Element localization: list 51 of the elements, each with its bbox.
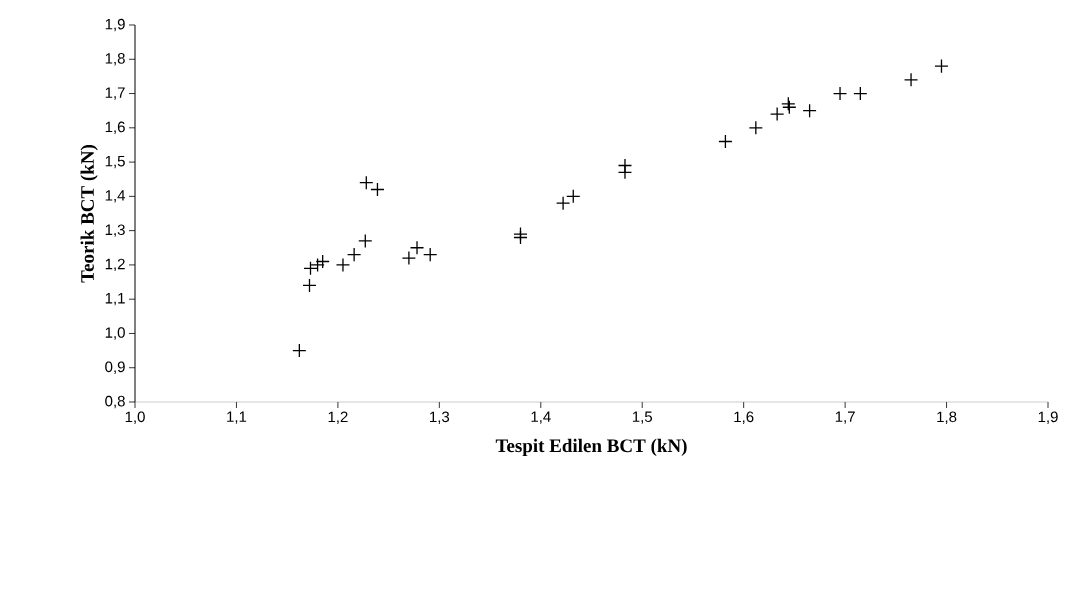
point: [718, 134, 733, 149]
point: [617, 158, 633, 173]
y-tick-label: 1,0: [105, 327, 125, 340]
point: [748, 120, 763, 135]
point: [566, 189, 581, 204]
point: [303, 261, 318, 276]
point: [782, 100, 797, 115]
x-tick-label: 1,3: [430, 411, 450, 424]
point: [423, 247, 438, 262]
y-tick-label: 1,8: [105, 53, 125, 66]
y-tick-label: 1,1: [105, 293, 125, 306]
y-tick-label: 1,2: [105, 258, 125, 272]
point: [359, 175, 374, 190]
point: [853, 86, 868, 101]
x-tick-label: 1,9: [1038, 411, 1058, 424]
point: [802, 103, 817, 118]
point: [310, 257, 325, 273]
point: [832, 86, 848, 101]
point: [903, 72, 919, 87]
point: [335, 257, 351, 273]
point: [555, 196, 571, 211]
y-axis-title: Teorik BCT (kN): [80, 145, 98, 283]
point: [781, 96, 796, 111]
x-tick-label: 1,5: [632, 411, 653, 424]
x-tick-label: 1,1: [227, 411, 247, 424]
x-tick-label: 1,6: [734, 411, 754, 424]
point: [315, 254, 330, 269]
y-tick-label: 1,7: [105, 87, 125, 100]
point: [409, 240, 425, 255]
y-tick-label: 1,9: [105, 18, 125, 32]
x-tick-label: 1,2: [328, 411, 348, 424]
x-tick-label: 1,7: [835, 411, 855, 424]
point: [302, 278, 317, 293]
y-tick-label: 0,9: [105, 361, 125, 374]
y-tick-label: 0,8: [105, 395, 125, 409]
point: [370, 182, 385, 197]
y-tick-label: 1,5: [105, 155, 125, 169]
x-tick-label: 1,8: [937, 411, 957, 424]
point: [770, 106, 785, 122]
point: [346, 247, 362, 262]
x-tick-label: 1,4: [531, 411, 551, 424]
y-tick-label: 1,3: [105, 224, 125, 237]
point: [292, 343, 307, 358]
point: [934, 58, 949, 74]
point: [401, 250, 417, 266]
y-tick-label: 1,6: [105, 121, 125, 135]
point: [513, 230, 528, 245]
y-tick-label: 1,4: [105, 190, 126, 203]
point: [358, 233, 373, 249]
x-tick-label: 1,0: [125, 411, 145, 424]
x-axis-title: Tespit Edilen BCT (kN): [495, 438, 687, 457]
